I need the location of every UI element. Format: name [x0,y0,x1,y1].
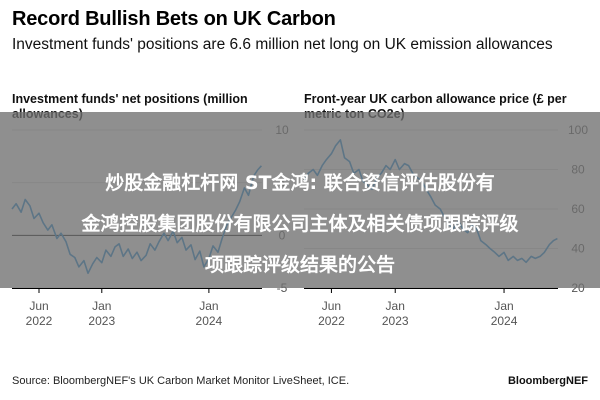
left-x-tick-label: Jan [199,299,218,313]
right-x-tick-label: Jun [322,299,341,313]
right-x-tick-label: Jan [386,299,405,313]
source-note: Source: BloombergNEF's UK Carbon Market … [12,375,350,387]
right-x-tick-label: 2024 [491,314,518,328]
right-x-tick-label: 2022 [318,314,345,328]
left-x-tick-label: Jun [29,299,48,313]
chart-subtitle: Investment funds' positions are 6.6 mill… [12,36,553,53]
left-x-tick-label: 2022 [26,314,53,328]
right-x-tick-label: 2023 [382,314,409,328]
overlay-text-line-3: 项跟踪评级结果的公告 [204,254,395,276]
left-x-tick-label: 2023 [88,314,115,328]
overlay-text-line-1: 炒股金融杠杆网 ST金鸿: 联合资信评估股份有 [105,172,495,194]
right-x-tick-label: Jan [494,299,513,313]
left-x-tick-label: 2024 [196,314,223,328]
chart-title: Record Bullish Bets on UK Carbon [12,8,336,30]
left-x-tick-label: Jan [92,299,111,313]
watermark-overlay [0,112,600,288]
overlay-text-line-2: 金鸿控股集团股份有限公司主体及相关债项跟踪评级 [81,213,519,235]
left-y-tick-label: -5 [277,281,288,295]
brand-logo: BloombergNEF [507,375,588,387]
